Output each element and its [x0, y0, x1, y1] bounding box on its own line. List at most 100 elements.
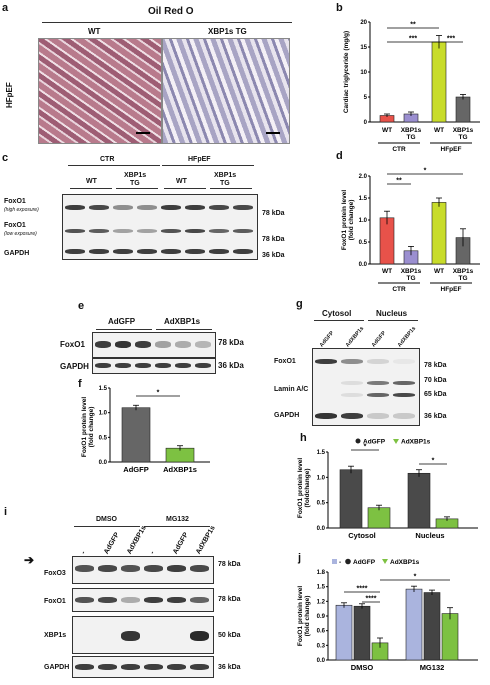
i-lane-label: AdGFP: [172, 531, 190, 556]
a-tg-label: XBP1s TG: [208, 27, 247, 36]
e-gapdh-band: [195, 363, 211, 368]
j-legend-xbp-icon: [382, 559, 388, 564]
i-kda50: 50 kDa: [218, 632, 241, 639]
d-tick-label: 2.0: [359, 174, 368, 180]
g-gapdh-label: GAPDH: [274, 412, 300, 419]
b-tick-label: 10: [360, 70, 367, 76]
e-blot-gapdh: [92, 358, 216, 374]
i-gapdh-band: [75, 664, 94, 670]
i-gapdh-band: [190, 664, 209, 670]
c-foxo1-lo-sub: (low exposure): [4, 231, 37, 237]
h-bar: [339, 469, 363, 529]
h-legend-gfp-icon: [355, 438, 361, 444]
h-sig-label: *: [364, 444, 367, 451]
i-foxo3-band: [144, 565, 163, 572]
i-gapdh-band: [144, 664, 163, 670]
chart-h: FoxO1 protein level (foldchange) 0.0 0.5 1.0…: [297, 438, 478, 540]
d-tick-label: 0.5: [359, 240, 368, 246]
c-kda78a: 78 kDa: [262, 210, 285, 217]
c-gapdh-label: GAPDH: [4, 250, 30, 257]
i-foxo1-band: [167, 597, 186, 603]
g-lane-label: AdXBP1s: [396, 325, 418, 349]
i-blot-gapdh: [72, 656, 214, 678]
c-foxo1-hi-band: [137, 205, 157, 210]
d-cat-label: TG: [458, 275, 467, 282]
g-lane-label: AdGFP: [318, 330, 336, 349]
c-gapdh-band: [137, 249, 157, 254]
e-kda78: 78 kDa: [218, 338, 244, 347]
i-mg-line: [144, 526, 210, 527]
j-tick-label: 0.3: [317, 643, 326, 649]
c-gapdh-band: [113, 249, 133, 254]
j-tick-label: 1.5: [317, 585, 326, 591]
j-legend-none: -: [339, 559, 341, 566]
j-sig-label: ****: [366, 596, 377, 603]
i-foxo1-band: [121, 597, 140, 603]
b-cat-label: WT: [382, 127, 392, 134]
b-tick-label: 5: [364, 95, 368, 101]
panel-g-label: g: [296, 298, 303, 310]
i-lane-label: AdXBP1s: [126, 524, 148, 556]
f-tick-label: 0.0: [99, 460, 108, 466]
panel-b-label: b: [336, 2, 343, 14]
i-foxo3-band: [98, 565, 117, 572]
g-lamin70-band: [393, 381, 415, 385]
c-foxo1-lo-band: [113, 229, 133, 233]
a-hfpef-label: HFpEF: [5, 82, 14, 108]
b-cat-label: TG: [458, 134, 467, 141]
c-foxo1-lo-band: [137, 229, 157, 233]
c-tg1-label: XBP1s: [124, 172, 147, 179]
j-bar: [405, 588, 423, 661]
h-legend-gfp: AdGFP: [363, 439, 386, 446]
j-sig-label: ****: [357, 586, 368, 593]
c-foxo1-lo-label: FoxO1: [4, 222, 26, 229]
j-tick-label: 0.9: [317, 614, 326, 620]
e-gapdh-band: [135, 363, 151, 368]
i-gapdh-label: GAPDH: [44, 664, 70, 671]
i-foxo1-band: [75, 597, 94, 603]
wt-histology-image: [38, 38, 162, 144]
c-gapdh-band: [233, 249, 253, 254]
b-tick-label: 20: [360, 20, 367, 26]
panel-h-label: h: [300, 432, 307, 444]
panel-j-label: j: [298, 552, 302, 564]
e-gapdh-band: [95, 363, 111, 368]
j-bar: [335, 604, 353, 661]
f-tick-label: 0.5: [99, 435, 108, 441]
g-nucleus-label: Nucleus: [376, 309, 408, 318]
i-mg132-label: MG132: [166, 516, 189, 523]
e-foxo1-band: [155, 341, 171, 348]
j-ylabel2: (fold change): [304, 596, 311, 637]
c-blot: [62, 194, 258, 260]
j-legend-xbp: AdXBP1s: [390, 559, 420, 566]
h-tick-label: 1.5: [317, 450, 326, 456]
d-group-label: HFpEF: [441, 286, 462, 293]
c-foxo1-lo-band: [89, 229, 109, 233]
c-foxo1-hi-band: [161, 205, 181, 210]
f-tick-label: 1.5: [99, 386, 108, 392]
j-bar: [353, 605, 371, 661]
c-foxo1-hi-band: [185, 205, 205, 210]
i-arrow-icon: ➔: [24, 553, 35, 567]
g-kda78: 78 kDa: [424, 362, 447, 369]
b-bar: [431, 41, 447, 123]
i-foxo3-band: [75, 565, 94, 572]
d-sig-label: **: [396, 178, 402, 185]
h-bar: [407, 472, 431, 529]
i-lane-label: AdXBP1s: [195, 524, 217, 556]
i-xbp1s-band: [121, 631, 140, 641]
d-cat-label: TG: [406, 275, 415, 282]
e-blot-foxo1: [92, 332, 216, 358]
c-foxo1-hi-band: [89, 205, 109, 210]
f-sig-label: *: [157, 390, 160, 397]
f-ylabel2: (fold change): [88, 407, 95, 448]
h-cat-label: Nucleus: [415, 531, 444, 540]
b-cat-label: XBP1s: [401, 127, 422, 134]
c-wt1-label: WT: [86, 178, 97, 185]
d-cat-label: WT: [382, 268, 392, 275]
c-foxo1-hi-band: [65, 205, 85, 210]
chart-j: FoxO1 protein level (fold change) 0.0 0.3 0.…: [297, 558, 478, 672]
g-foxo1-band: [367, 359, 389, 364]
d-bar: [379, 217, 395, 265]
i-foxo1-band: [190, 597, 209, 603]
